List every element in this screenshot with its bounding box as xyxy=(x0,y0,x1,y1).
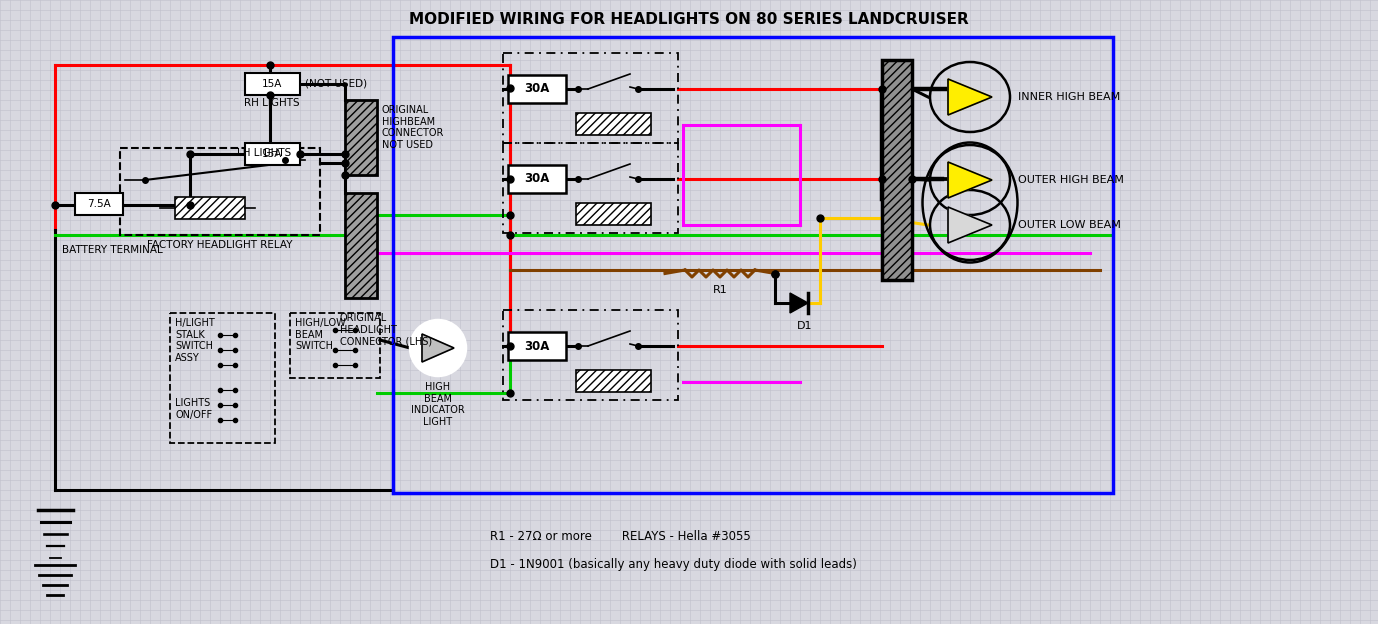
Polygon shape xyxy=(422,334,453,362)
Text: INNER HIGH BEAM: INNER HIGH BEAM xyxy=(1018,92,1120,102)
Text: D1 - 1N9001 (basically any heavy duty diode with solid leads): D1 - 1N9001 (basically any heavy duty di… xyxy=(491,558,857,571)
FancyBboxPatch shape xyxy=(508,75,566,103)
FancyBboxPatch shape xyxy=(576,203,650,225)
Text: R1 - 27Ω or more        RELAYS - Hella #3055: R1 - 27Ω or more RELAYS - Hella #3055 xyxy=(491,530,751,543)
FancyBboxPatch shape xyxy=(245,143,300,165)
FancyBboxPatch shape xyxy=(344,193,378,298)
Text: 7.5A: 7.5A xyxy=(87,199,110,209)
Text: ORIGINAL
HIGHBEAM
CONNECTOR
NOT USED: ORIGINAL HIGHBEAM CONNECTOR NOT USED xyxy=(382,105,444,150)
Text: HIGH
BEAM
INDICATOR
LIGHT: HIGH BEAM INDICATOR LIGHT xyxy=(411,382,464,427)
FancyBboxPatch shape xyxy=(508,165,566,193)
Text: 30A: 30A xyxy=(524,339,550,353)
Polygon shape xyxy=(948,162,992,198)
FancyBboxPatch shape xyxy=(508,332,566,360)
Text: RH LIGHTS: RH LIGHTS xyxy=(244,98,300,108)
Text: R1: R1 xyxy=(712,285,728,295)
Text: FACTORY HEADLIGHT RELAY: FACTORY HEADLIGHT RELAY xyxy=(147,240,292,250)
Polygon shape xyxy=(948,207,992,243)
Text: 30A: 30A xyxy=(524,172,550,185)
Text: H/LIGHT
STALK
SWITCH
ASSY: H/LIGHT STALK SWITCH ASSY xyxy=(175,318,215,363)
FancyBboxPatch shape xyxy=(175,197,245,219)
Polygon shape xyxy=(790,293,808,313)
Text: ORIGINAL
HEADLIGHT
CONNECTOR (LHS): ORIGINAL HEADLIGHT CONNECTOR (LHS) xyxy=(340,313,433,346)
Text: 30A: 30A xyxy=(524,82,550,95)
Circle shape xyxy=(411,320,466,376)
FancyBboxPatch shape xyxy=(882,60,912,280)
Text: HIGH/LOW
BEAM
SWITCH: HIGH/LOW BEAM SWITCH xyxy=(295,318,346,351)
Text: (NOT USED): (NOT USED) xyxy=(305,78,367,88)
Text: OUTER HIGH BEAM: OUTER HIGH BEAM xyxy=(1018,175,1124,185)
Text: BATTERY TERMINAL: BATTERY TERMINAL xyxy=(62,245,163,255)
FancyBboxPatch shape xyxy=(344,100,378,175)
Text: 15A: 15A xyxy=(262,79,282,89)
Text: OUTER LOW BEAM: OUTER LOW BEAM xyxy=(1018,220,1120,230)
Text: LH LIGHTS: LH LIGHTS xyxy=(237,148,291,158)
FancyBboxPatch shape xyxy=(576,113,650,135)
FancyBboxPatch shape xyxy=(576,370,650,392)
Text: D1: D1 xyxy=(798,321,813,331)
Text: MODIFIED WIRING FOR HEADLIGHTS ON 80 SERIES LANDCRUISER: MODIFIED WIRING FOR HEADLIGHTS ON 80 SER… xyxy=(409,12,969,27)
FancyBboxPatch shape xyxy=(245,73,300,95)
Polygon shape xyxy=(948,79,992,115)
FancyBboxPatch shape xyxy=(74,193,123,215)
Text: LIGHTS
ON/OFF: LIGHTS ON/OFF xyxy=(175,398,212,419)
Text: 15A: 15A xyxy=(262,149,282,159)
